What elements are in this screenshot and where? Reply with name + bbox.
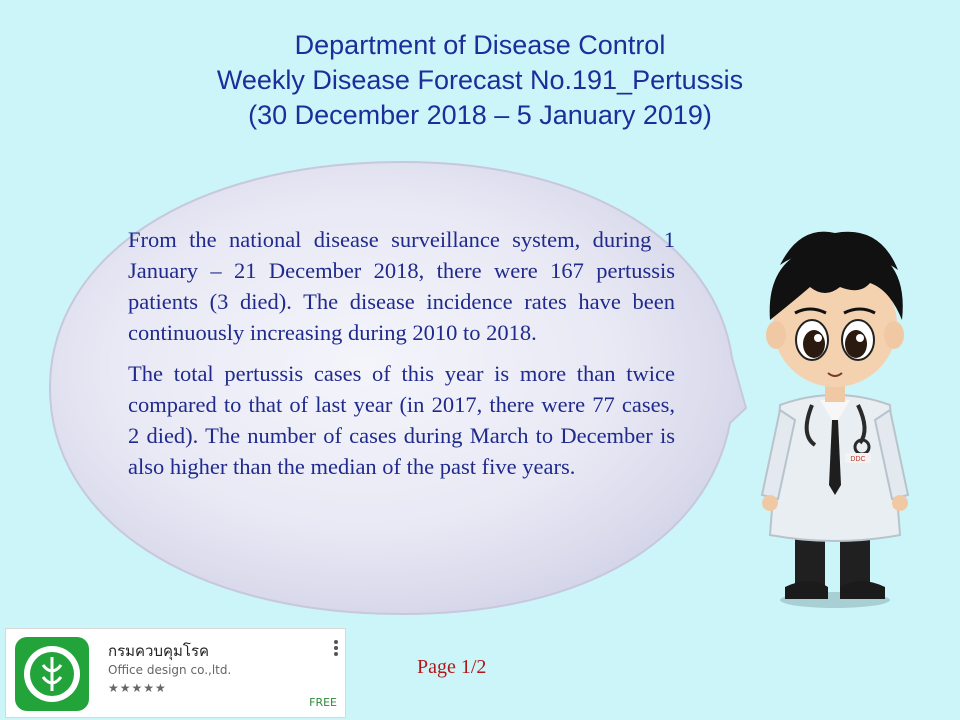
page-title: Department of Disease Control Weekly Dis… [0, 28, 960, 133]
doctor-badge: DDC [850, 456, 865, 463]
body-text: From the national disease surveillance s… [128, 224, 675, 492]
title-line-3: (30 December 2018 – 5 January 2019) [248, 100, 712, 130]
paragraph-1: From the national disease surveillance s… [128, 227, 675, 345]
price-label: FREE [309, 696, 337, 709]
doctor-illustration: DDC [740, 195, 930, 615]
app-developer: Office design co.,ltd. [108, 663, 232, 677]
app-store-card[interactable]: กรมควบคุมโรค Office design co.,ltd. ★★★★… [5, 628, 346, 718]
title-line-2: Weekly Disease Forecast No.191_Pertussis [216, 65, 744, 95]
paragraph-2: The total pertussis cases of this year i… [128, 361, 675, 479]
speech-bubble [48, 158, 748, 618]
ddc-logo-icon [15, 637, 89, 711]
title-line-1: Department of Disease Control [294, 30, 666, 60]
overflow-menu-icon[interactable] [333, 639, 339, 657]
page-number: Page 1/2 [417, 656, 487, 678]
app-name: กรมควบคุมโรค [108, 642, 210, 660]
rating-stars: ★★★★★ [108, 681, 167, 695]
